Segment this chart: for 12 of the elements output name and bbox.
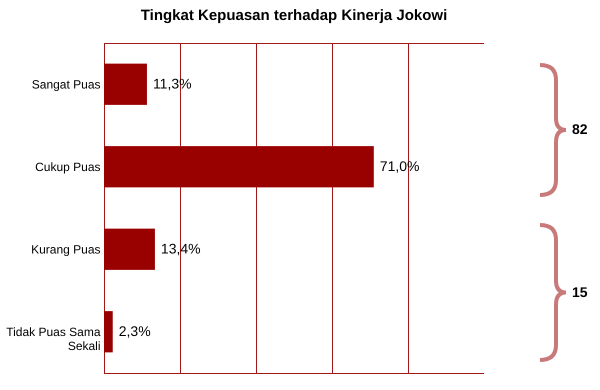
y-tick-label: Kurang Puas — [31, 242, 100, 256]
text: 82 — [572, 121, 588, 137]
bar — [104, 146, 374, 188]
bar — [104, 228, 155, 270]
y-tick-label: Tidak Puas Sama Sekali — [6, 324, 101, 353]
data-label: 2,3% — [118, 322, 151, 339]
y-tick-label: Cukup Puas — [35, 160, 100, 174]
text: 15 — [572, 284, 588, 300]
chart-title: Tingkat Kepuasan terhadap Kinerja Jokowi — [140, 7, 448, 24]
y-tick-label: Sangat Puas — [32, 77, 100, 92]
bar — [104, 64, 147, 105]
bar — [104, 311, 113, 352]
